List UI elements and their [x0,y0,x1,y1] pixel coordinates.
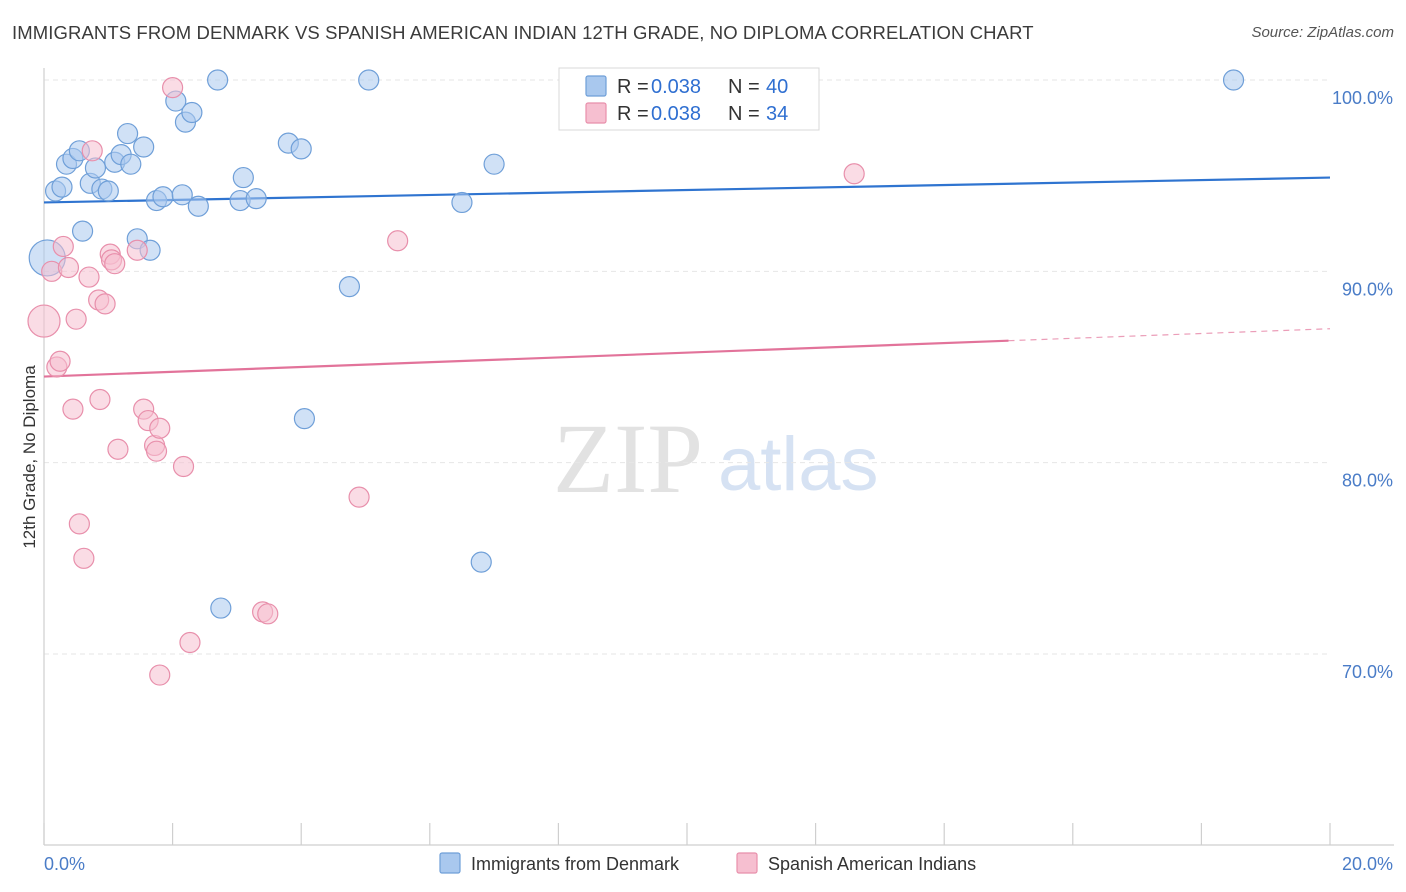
legend-swatch-denmark [585,75,607,97]
data-point-denmark [483,153,505,175]
bottom-legend-swatch-spanish-american-indians [736,852,758,874]
source-label: Source: ZipAtlas.com [1251,24,1394,41]
bottom-legend-label-spanish-american-indians: Spanish American Indians [768,854,976,874]
x-tick-label: 0.0% [44,854,85,874]
data-point-denmark [290,138,312,160]
trend-line-spanish-american-indians [43,339,1009,378]
y-tick-label: 100.0% [1332,88,1393,108]
data-point-spanish-american-indians [57,256,80,279]
data-point-denmark [51,176,73,198]
data-point-spanish-american-indians [149,417,171,439]
data-point-denmark [207,69,229,91]
y-tick-label: 80.0% [1342,471,1393,491]
bottom-legend-label-denmark: Immigrants from Denmark [471,854,680,874]
data-point-spanish-american-indians [81,140,103,162]
data-point-spanish-american-indians [179,631,201,654]
data-point-denmark [470,551,492,573]
data-point-spanish-american-indians [52,235,74,258]
data-point-spanish-american-indians [126,239,148,261]
data-point-denmark [116,122,139,145]
data-point-spanish-american-indians [145,440,168,462]
y-axis-label: 12th Grade, No Diploma [20,365,39,549]
data-point-denmark [133,136,155,158]
watermark-zip: ZIP [553,403,703,514]
data-point-spanish-american-indians [62,398,84,420]
x-tick-label: 20.0% [1342,854,1393,874]
legend-r-label-1: R = [617,76,649,98]
data-point-spanish-american-indians [348,486,370,508]
trend-line-extension-spanish-american-indians [1008,328,1331,342]
bottom-legend: Immigrants from Denmark Spanish American… [439,852,976,874]
legend-swatch-spanish-american-indians [585,102,607,124]
data-point-spanish-american-indians [49,350,71,372]
data-point-spanish-american-indians [843,163,865,185]
data-point-spanish-american-indians [78,266,100,288]
chart-title: IMMIGRANTS FROM DENMARK VS SPANISH AMERI… [12,22,1034,43]
data-point-denmark [171,184,193,206]
tick-labels: 70.0% 80.0% 90.0% 100.0% 0.0% 20.0% [44,88,1393,874]
legend-n-label-2: N = [728,103,760,125]
legend-r-value-1: 0.038 [651,76,701,98]
data-point-spanish-american-indians [149,664,171,686]
watermark-atlas: atlas [718,422,879,507]
legend-r-value-2: 0.038 [651,103,701,125]
data-point-spanish-american-indians [68,513,90,535]
data-point-spanish-american-indians [387,230,409,252]
data-point-denmark [232,166,254,189]
data-point-denmark [152,186,174,208]
legend: R = 0.038 N = 40 R = 0.038 N = 34 [558,67,820,131]
data-point-spanish-american-indians [107,438,129,460]
legend-n-label-1: N = [728,76,760,98]
y-tick-label: 90.0% [1342,279,1393,299]
data-point-denmark [71,220,94,242]
data-point-denmark [245,188,267,210]
data-point-denmark [1222,69,1245,91]
data-point-spanish-american-indians [257,603,279,625]
data-point-denmark [97,180,119,202]
data-point-denmark [181,101,203,124]
data-point-denmark [358,69,380,91]
data-point-denmark [451,191,473,214]
grid-lines [44,79,1330,655]
data-point-spanish-american-indians [172,455,195,478]
data-point-denmark [187,195,209,217]
y-tick-label: 70.0% [1342,662,1393,682]
data-point-spanish-american-indians [104,253,126,275]
data-points [27,69,1245,686]
data-point-denmark [210,597,232,619]
data-point-spanish-american-indians [65,308,87,330]
data-point-spanish-american-indians [162,77,184,99]
axes [43,68,1394,846]
legend-n-value-2: 34 [766,103,788,125]
bottom-legend-swatch-denmark [439,852,461,874]
data-point-denmark [338,276,361,298]
legend-r-label-2: R = [617,103,649,125]
data-point-spanish-american-indians [89,388,111,411]
data-point-spanish-american-indians [27,304,61,338]
data-point-spanish-american-indians [73,547,95,569]
data-point-denmark [120,153,142,175]
data-point-spanish-american-indians [94,293,116,315]
data-point-denmark [84,157,107,179]
data-point-denmark [293,408,316,430]
legend-n-value-1: 40 [766,76,788,98]
